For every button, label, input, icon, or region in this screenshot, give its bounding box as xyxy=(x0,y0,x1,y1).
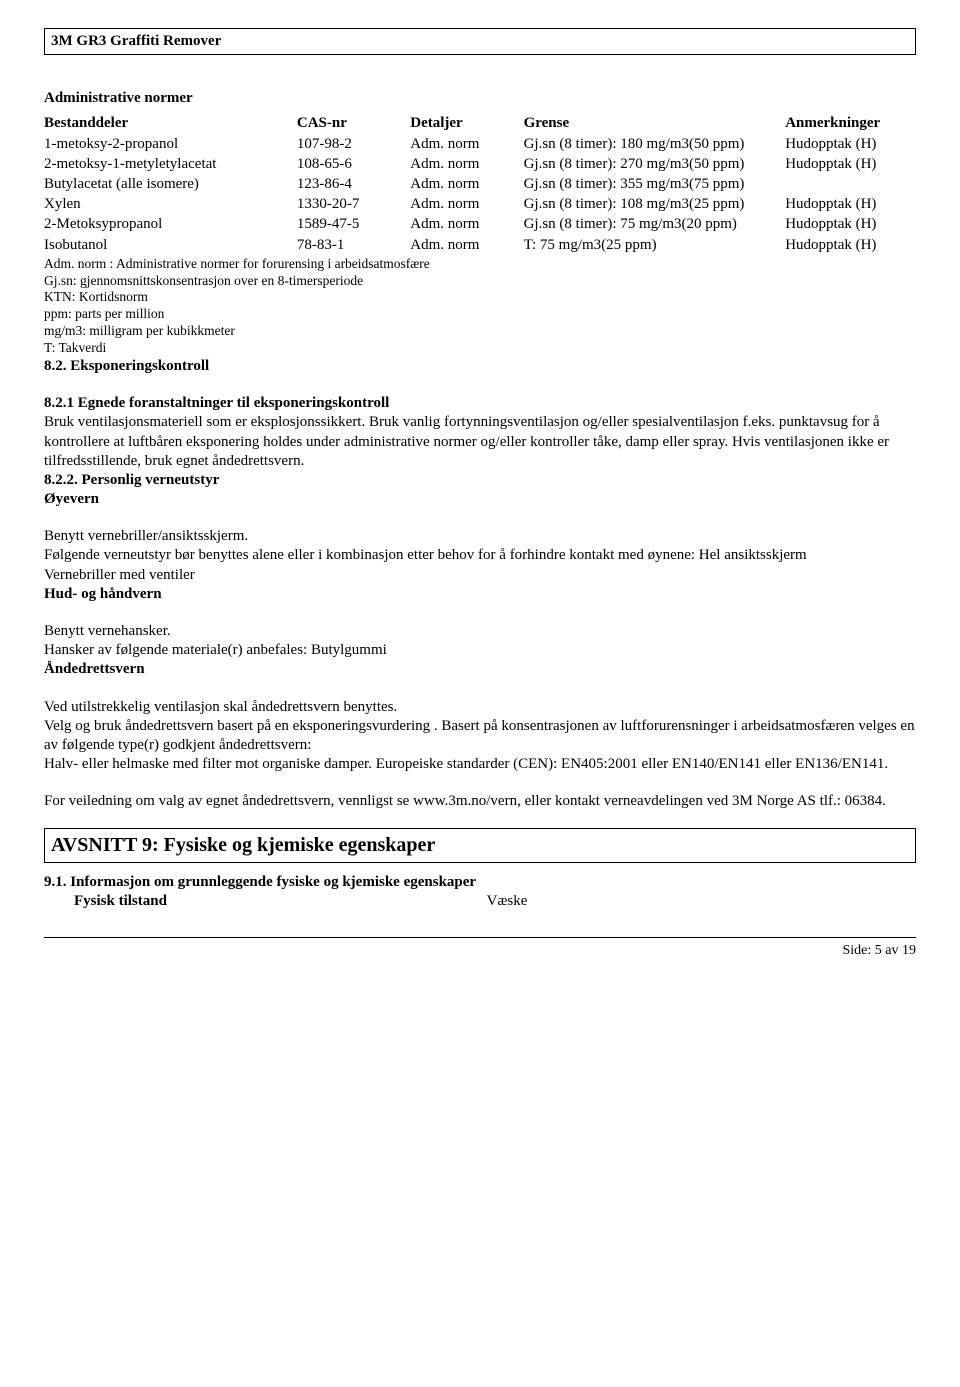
cell: T: 75 mg/m3(25 ppm) xyxy=(524,236,786,256)
cell: Adm. norm xyxy=(410,175,523,195)
respiratory-protection-text: For veiledning om valg av egnet åndedret… xyxy=(44,792,916,811)
cell: 1589-47-5 xyxy=(297,215,410,235)
table-row: 2-Metoksypropanol1589-47-5Adm. normGj.sn… xyxy=(44,215,916,235)
respiratory-protection-text: Halv- eller helmaske med filter mot orga… xyxy=(44,755,916,774)
cell: Butylacetat (alle isomere) xyxy=(44,175,297,195)
cell: Gj.sn (8 timer): 270 mg/m3(50 ppm) xyxy=(524,155,786,175)
section-8-2-1-text: Bruk ventilasjonsmateriell som er eksplo… xyxy=(44,414,889,468)
th-ingredient: Bestanddeler xyxy=(44,114,297,134)
definition-line: KTN: Kortidsnorm xyxy=(44,289,916,306)
cell: Adm. norm xyxy=(410,135,523,155)
table-row: 1-metoksy-2-propanol107-98-2Adm. normGj.… xyxy=(44,135,916,155)
th-limit: Grense xyxy=(524,114,786,134)
definition-line: ppm: parts per million xyxy=(44,306,916,323)
eye-protection-text: Benytt vernebriller/ansiktsskjerm. xyxy=(44,527,916,546)
admin-heading: Administrative normer xyxy=(44,89,916,108)
eye-protection-heading: Øyevern xyxy=(44,490,916,509)
eye-protection-text: Vernebriller med ventiler xyxy=(44,566,916,585)
page-footer: Side: 5 av 19 xyxy=(44,937,916,960)
section-9-heading: AVSNITT 9: Fysiske og kjemiske egenskape… xyxy=(51,834,435,856)
definition-line: mg/m3: milligram per kubikkmeter xyxy=(44,323,916,340)
cell: Hudopptak (H) xyxy=(785,135,916,155)
table-row: Isobutanol78-83-1Adm. normT: 75 mg/m3(25… xyxy=(44,236,916,256)
cell: 1-metoksy-2-propanol xyxy=(44,135,297,155)
cell: Adm. norm xyxy=(410,215,523,235)
respiratory-protection-heading: Åndedrettsvern xyxy=(44,660,916,679)
norm-table: Bestanddeler CAS-nr Detaljer Grense Anme… xyxy=(44,114,916,255)
section-9-1-heading: 9.1. Informasjon om grunnleggende fysisk… xyxy=(44,873,916,892)
cell: 1330-20-7 xyxy=(297,195,410,215)
cell: Gj.sn (8 timer): 108 mg/m3(25 ppm) xyxy=(524,195,786,215)
th-notes: Anmerkninger xyxy=(785,114,916,134)
page-number: Side: 5 av 19 xyxy=(843,943,917,958)
th-cas: CAS-nr xyxy=(297,114,410,134)
document-title: 3M GR3 Graffiti Remover xyxy=(51,33,221,49)
cell: 78-83-1 xyxy=(297,236,410,256)
table-row: 2-metoksy-1-metyletylacetat108-65-6Adm. … xyxy=(44,155,916,175)
cell: 108-65-6 xyxy=(297,155,410,175)
section-8-2-2-heading: 8.2.2. Personlig verneutstyr xyxy=(44,471,916,490)
cell: Hudopptak (H) xyxy=(785,215,916,235)
skin-protection-text: Hansker av følgende materiale(r) anbefal… xyxy=(44,641,916,660)
th-details: Detaljer xyxy=(410,114,523,134)
property-label: Fysisk tilstand xyxy=(74,892,487,911)
definitions-block: Adm. norm : Administrative normer for fo… xyxy=(44,256,916,357)
cell: Gj.sn (8 timer): 180 mg/m3(50 ppm) xyxy=(524,135,786,155)
section-9-box: AVSNITT 9: Fysiske og kjemiske egenskape… xyxy=(44,828,916,864)
definition-line: Gj.sn: gjennomsnittskonsentrasjon over e… xyxy=(44,273,916,290)
definition-line: T: Takverdi xyxy=(44,340,916,357)
cell: Hudopptak (H) xyxy=(785,155,916,175)
cell: Adm. norm xyxy=(410,195,523,215)
respiratory-protection-text: Ved utilstrekkelig ventilasjon skal ånde… xyxy=(44,698,916,717)
section-8-2-heading: 8.2. Eksponeringskontroll xyxy=(44,357,916,376)
skin-protection-text: Benytt vernehansker. xyxy=(44,622,916,641)
document-title-box: 3M GR3 Graffiti Remover xyxy=(44,28,916,55)
cell: 2-metoksy-1-metyletylacetat xyxy=(44,155,297,175)
cell: Hudopptak (H) xyxy=(785,236,916,256)
respiratory-protection-text: Velg og bruk åndedrettsvern basert på en… xyxy=(44,717,916,755)
table-row: Butylacetat (alle isomere)123-86-4Adm. n… xyxy=(44,175,916,195)
cell: Gj.sn (8 timer): 75 mg/m3(20 ppm) xyxy=(524,215,786,235)
table-header-row: Bestanddeler CAS-nr Detaljer Grense Anme… xyxy=(44,114,916,134)
section-8-2-1-heading: 8.2.1 Egnede foranstaltninger til ekspon… xyxy=(44,395,389,411)
skin-protection-heading: Hud- og håndvern xyxy=(44,585,916,604)
property-value: Væske xyxy=(487,892,916,911)
cell: 107-98-2 xyxy=(297,135,410,155)
definition-line: Adm. norm : Administrative normer for fo… xyxy=(44,256,916,273)
cell: Adm. norm xyxy=(410,236,523,256)
cell: Gj.sn (8 timer): 355 mg/m3(75 ppm) xyxy=(524,175,786,195)
cell xyxy=(785,175,916,195)
cell: Isobutanol xyxy=(44,236,297,256)
cell: Hudopptak (H) xyxy=(785,195,916,215)
cell: Xylen xyxy=(44,195,297,215)
cell: 2-Metoksypropanol xyxy=(44,215,297,235)
cell: Adm. norm xyxy=(410,155,523,175)
cell: 123-86-4 xyxy=(297,175,410,195)
eye-protection-text: Følgende verneutstyr bør benyttes alene … xyxy=(44,546,916,565)
table-row: Xylen1330-20-7Adm. normGj.sn (8 timer): … xyxy=(44,195,916,215)
